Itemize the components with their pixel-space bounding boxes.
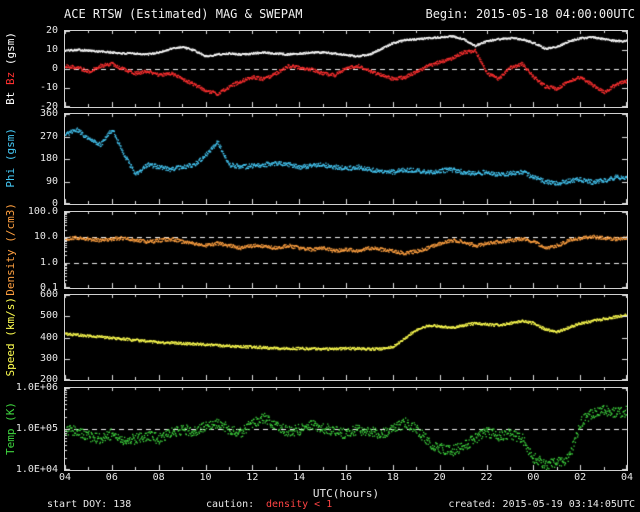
y-tick-label-speed: 400 bbox=[39, 331, 58, 343]
y-tick-label-phi: 180 bbox=[39, 153, 58, 164]
y-tick-label-temp: 1.0E+04 bbox=[15, 464, 58, 475]
y-axis-label-part: Bt bbox=[3, 84, 17, 105]
title-row: ACE RTSW (Estimated) MAG & SWEPAM Begin:… bbox=[64, 7, 635, 21]
x-tick-label: 16 bbox=[339, 472, 353, 483]
y-tick-label-temp: 1.0E+06 bbox=[15, 382, 58, 393]
x-tick-label: 06 bbox=[105, 472, 118, 483]
y-tick-label-bt-bz: 10 bbox=[45, 44, 58, 55]
panel-speed-canvas bbox=[64, 294, 628, 381]
y-axis-label-speed: Speed (km/s) bbox=[2, 294, 18, 379]
y-axis-label-bt-bz: Bt Bz (gsm) bbox=[2, 30, 18, 106]
x-tick-label: 18 bbox=[386, 472, 399, 483]
y-axis-label-text: Density (/cm3) bbox=[4, 203, 17, 296]
y-tick-label-density: 1.0 bbox=[39, 256, 58, 268]
y-tick-label-phi: 0 bbox=[51, 198, 58, 209]
x-tick-label: 22 bbox=[480, 472, 493, 483]
begin-timestamp: Begin: 2015-05-18 04:00:00UTC bbox=[425, 7, 635, 21]
x-tick-label: 02 bbox=[574, 472, 587, 483]
y-axis-label-part: Density (/cm3) bbox=[3, 202, 17, 296]
x-tick-label: 00 bbox=[527, 472, 540, 483]
y-tick-label-speed: 300 bbox=[39, 352, 58, 364]
x-tick-label: 04 bbox=[620, 472, 634, 483]
caution-label: caution: bbox=[206, 499, 255, 510]
y-tick-label-speed: 200 bbox=[39, 374, 58, 385]
y-axis-label-density: Density (/cm3) bbox=[2, 203, 18, 296]
y-axis-label-temp: Temp (K) bbox=[2, 387, 18, 469]
caution-value: density < 1 bbox=[266, 499, 333, 510]
y-axis-label-text: Temp (K) bbox=[4, 402, 17, 455]
x-tick-label: 04 bbox=[58, 472, 72, 483]
footer: start DOY: 138 caution: density < 1 crea… bbox=[0, 499, 640, 511]
x-tick-label: 08 bbox=[152, 472, 165, 483]
y-tick-label-bt-bz: -20 bbox=[39, 101, 58, 112]
y-axis-label-text: Speed (km/s) bbox=[4, 297, 17, 376]
y-axis-label-part: (gsm) bbox=[3, 31, 17, 65]
y-tick-label-bt-bz: -10 bbox=[39, 82, 58, 93]
y-axis-label-part: Phi (gsm) bbox=[3, 128, 17, 188]
y-tick-label-bt-bz: 20 bbox=[45, 25, 58, 36]
y-axis-label-text: Bt Bz (gsm) bbox=[4, 32, 17, 105]
y-tick-label-phi: 270 bbox=[39, 130, 58, 142]
x-axis-title: UTC(hours) bbox=[312, 487, 380, 500]
panel-density-canvas bbox=[64, 211, 628, 289]
x-tick-label: 10 bbox=[199, 472, 212, 483]
y-axis-label-part: Speed (km/s) bbox=[3, 296, 17, 377]
y-tick-label-phi: 360 bbox=[39, 108, 58, 119]
x-tick-label: 14 bbox=[293, 472, 306, 483]
y-tick-label-temp: 1.0E+05 bbox=[15, 423, 58, 434]
start-doy-label: start DOY: 138 bbox=[47, 499, 132, 510]
y-tick-label-bt-bz: 0 bbox=[51, 63, 58, 74]
panel-temp-canvas bbox=[64, 387, 628, 471]
y-tick-label-density: 10.0 bbox=[33, 231, 58, 243]
x-tick-label: 12 bbox=[246, 472, 259, 483]
y-tick-label-speed: 500 bbox=[39, 310, 58, 322]
panel-phi-canvas bbox=[64, 113, 628, 205]
y-tick-label-density: 100.0 bbox=[27, 206, 58, 217]
y-axis-label-part: Bz bbox=[3, 64, 17, 85]
y-tick-label-speed: 600 bbox=[39, 289, 58, 300]
y-tick-label-density: 0.1 bbox=[39, 282, 58, 293]
plot-title: ACE RTSW (Estimated) MAG & SWEPAM bbox=[64, 7, 303, 21]
y-axis-label-text: Phi (gsm) bbox=[4, 128, 17, 188]
y-tick-label-phi: 90 bbox=[45, 175, 58, 187]
y-axis-label-part: Temp (K) bbox=[3, 401, 17, 455]
y-axis-label-phi: Phi (gsm) bbox=[2, 113, 18, 203]
created-timestamp: created: 2015-05-19 03:14:05UTC bbox=[448, 499, 635, 510]
x-tick-label: 20 bbox=[433, 472, 446, 483]
panel-bt-bz-canvas bbox=[64, 30, 628, 108]
